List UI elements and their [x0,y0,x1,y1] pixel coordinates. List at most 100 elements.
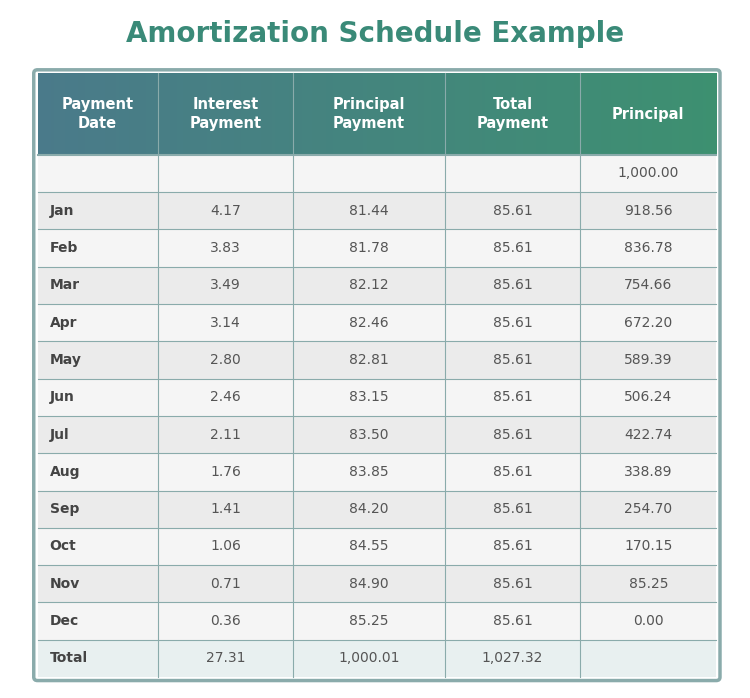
Bar [618,73,622,155]
Text: Total
Payment: Total Payment [476,96,549,131]
Text: 422.74: 422.74 [624,428,673,442]
Bar [706,73,710,155]
Text: 3.14: 3.14 [210,315,241,329]
Bar [163,73,167,155]
Bar [38,192,716,230]
Bar [333,73,338,155]
Bar [445,73,449,155]
Bar [197,73,202,155]
Text: 1,027.32: 1,027.32 [482,651,543,665]
Bar [109,73,113,155]
Bar [580,73,585,155]
Text: Payment
Date: Payment Date [62,96,134,131]
Text: 84.20: 84.20 [350,502,388,517]
Bar [489,73,494,155]
Bar [262,73,266,155]
Bar [632,73,636,155]
Bar [696,73,700,155]
Bar [476,73,480,155]
Bar [38,565,716,602]
Bar [506,73,510,155]
Text: 85.61: 85.61 [493,204,532,218]
Bar [699,73,703,155]
Bar [248,73,253,155]
Bar [217,73,222,155]
Bar [251,73,256,155]
Bar [38,73,42,155]
Text: 589.39: 589.39 [624,353,673,367]
Bar [309,73,314,155]
Text: 1,000.01: 1,000.01 [338,651,400,665]
Text: 3.83: 3.83 [210,241,241,255]
Bar [360,73,364,155]
Bar [82,73,86,155]
Text: Nov: Nov [50,577,80,591]
Bar [258,73,262,155]
Bar [434,73,439,155]
Bar [296,73,300,155]
Bar [682,73,687,155]
Text: 81.78: 81.78 [350,241,389,255]
Bar [122,73,127,155]
Bar [170,73,174,155]
Bar [577,73,582,155]
Bar [214,73,218,155]
Text: 338.89: 338.89 [624,465,673,479]
Bar [234,73,238,155]
Bar [567,73,572,155]
Text: Apr: Apr [50,315,77,329]
Bar [353,73,358,155]
Bar [282,73,286,155]
Bar [55,73,59,155]
Bar [608,73,612,155]
Bar [38,416,716,453]
Bar [58,73,62,155]
Bar [455,73,460,155]
Bar [462,73,466,155]
Bar [625,73,629,155]
Bar [149,73,154,155]
Bar [591,73,596,155]
Bar [62,73,66,155]
Text: 836.78: 836.78 [624,241,673,255]
Bar [503,73,507,155]
Bar [536,73,541,155]
Text: 85.61: 85.61 [493,428,532,442]
Bar [238,73,242,155]
Bar [672,73,676,155]
Text: 1.06: 1.06 [210,540,241,554]
Bar [156,73,160,155]
Text: Feb: Feb [50,241,78,255]
Bar [146,73,151,155]
Text: 85.61: 85.61 [493,502,532,517]
Bar [68,73,73,155]
Text: 85.25: 85.25 [628,577,668,591]
Bar [465,73,470,155]
Text: 84.55: 84.55 [350,540,388,554]
Text: 81.44: 81.44 [350,204,389,218]
Bar [485,73,490,155]
Text: 2.80: 2.80 [210,353,241,367]
Bar [320,73,324,155]
Bar [302,73,307,155]
Text: 506.24: 506.24 [624,390,673,404]
Bar [556,73,561,155]
Bar [292,73,296,155]
Bar [407,73,412,155]
Bar [112,73,117,155]
Bar [692,73,697,155]
Bar [628,73,632,155]
Bar [469,73,473,155]
Bar [119,73,124,155]
Bar [384,73,388,155]
Bar [421,73,425,155]
Bar [322,73,327,155]
Bar [601,73,605,155]
Bar [411,73,416,155]
Bar [533,73,538,155]
Bar [686,73,690,155]
Bar [499,73,503,155]
Bar [530,73,534,155]
Bar [231,73,236,155]
Bar [343,73,347,155]
